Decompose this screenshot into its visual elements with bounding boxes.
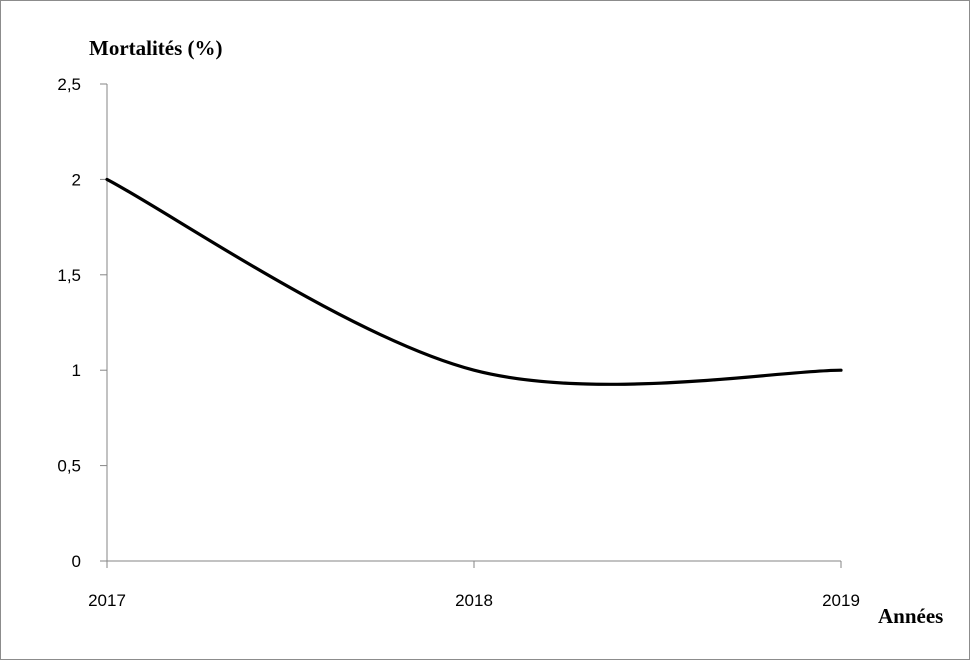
y-tick-label: 0 — [72, 552, 81, 571]
y-axis-title: Mortalités (%) — [89, 36, 223, 60]
y-axis: 0 0,5 1 1,5 2 2,5 — [57, 75, 108, 571]
x-tick-label: 2017 — [88, 591, 126, 610]
x-axis: 2017 2018 2019 — [88, 560, 860, 610]
series-line — [105, 177, 843, 386]
y-tick-label: 1,5 — [57, 266, 81, 285]
y-tick-label: 0,5 — [57, 457, 81, 476]
y-tick-label: 1 — [72, 361, 81, 380]
y-tick-label: 2 — [72, 170, 81, 189]
x-tick-label: 2019 — [822, 591, 860, 610]
series-layer — [105, 177, 843, 386]
y-tick-label: 2,5 — [57, 75, 81, 94]
x-axis-title: Années — [878, 604, 943, 628]
x-tick-label: 2018 — [455, 591, 493, 610]
